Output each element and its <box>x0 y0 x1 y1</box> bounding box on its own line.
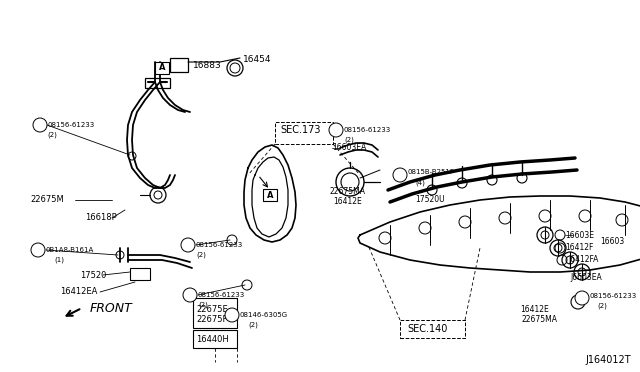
Text: J6412FA: J6412FA <box>568 256 598 264</box>
Text: (2): (2) <box>198 302 208 308</box>
Text: 0B1A8-B161A: 0B1A8-B161A <box>46 247 94 253</box>
Text: 16603EA: 16603EA <box>332 144 366 153</box>
Circle shape <box>183 288 197 302</box>
Bar <box>170 58 188 72</box>
Text: (2): (2) <box>47 132 57 138</box>
Text: 16412EA: 16412EA <box>60 288 97 296</box>
Text: (2): (2) <box>248 322 258 328</box>
Circle shape <box>31 243 45 257</box>
Text: 08156-61233: 08156-61233 <box>198 292 245 298</box>
Text: 16603E: 16603E <box>565 231 594 240</box>
Bar <box>275 122 333 144</box>
Text: FRONT: FRONT <box>90 301 132 314</box>
Text: 16454: 16454 <box>243 55 271 64</box>
Text: 16412E: 16412E <box>520 305 548 314</box>
Text: (4): (4) <box>415 180 425 186</box>
Text: A: A <box>267 190 273 199</box>
Text: 16883: 16883 <box>193 61 221 70</box>
Text: 22675M: 22675M <box>30 196 64 205</box>
Text: 08156-61233: 08156-61233 <box>196 242 243 248</box>
Text: (2): (2) <box>597 303 607 309</box>
Text: SEC.140: SEC.140 <box>407 324 447 334</box>
Circle shape <box>575 291 589 305</box>
Text: 22675F: 22675F <box>196 315 227 324</box>
Text: 08156-61233: 08156-61233 <box>344 127 391 133</box>
Text: 16618P: 16618P <box>85 214 116 222</box>
Text: 16412E: 16412E <box>333 198 362 206</box>
Bar <box>155 62 169 74</box>
Text: 22675MA: 22675MA <box>330 187 366 196</box>
Text: (2): (2) <box>344 137 354 143</box>
Text: 17520: 17520 <box>80 270 106 279</box>
Circle shape <box>329 123 343 137</box>
Text: 17520U: 17520U <box>415 196 445 205</box>
Bar <box>193 298 237 328</box>
Text: 16440H: 16440H <box>196 334 228 343</box>
Circle shape <box>393 168 407 182</box>
Text: (2): (2) <box>196 252 206 258</box>
Circle shape <box>225 308 239 322</box>
Text: J164012T: J164012T <box>585 355 630 365</box>
Text: 0815B-B251F: 0815B-B251F <box>407 169 454 175</box>
Text: 08156-61233: 08156-61233 <box>589 293 636 299</box>
Text: 16412F: 16412F <box>565 244 593 253</box>
Bar <box>193 330 237 348</box>
Bar <box>400 320 465 338</box>
Text: 22675E: 22675E <box>196 305 228 314</box>
Text: A: A <box>159 64 165 73</box>
Text: J6603EA: J6603EA <box>570 273 602 282</box>
Bar <box>130 268 150 280</box>
Text: SEC.173: SEC.173 <box>280 125 321 135</box>
Bar <box>263 189 277 201</box>
Text: 16603: 16603 <box>600 237 624 247</box>
Text: 08156-61233: 08156-61233 <box>47 122 94 128</box>
Circle shape <box>33 118 47 132</box>
Text: 08146-6305G: 08146-6305G <box>240 312 288 318</box>
Text: 22675MA: 22675MA <box>522 315 558 324</box>
Circle shape <box>181 238 195 252</box>
Text: (1): (1) <box>54 257 64 263</box>
Bar <box>145 78 170 88</box>
